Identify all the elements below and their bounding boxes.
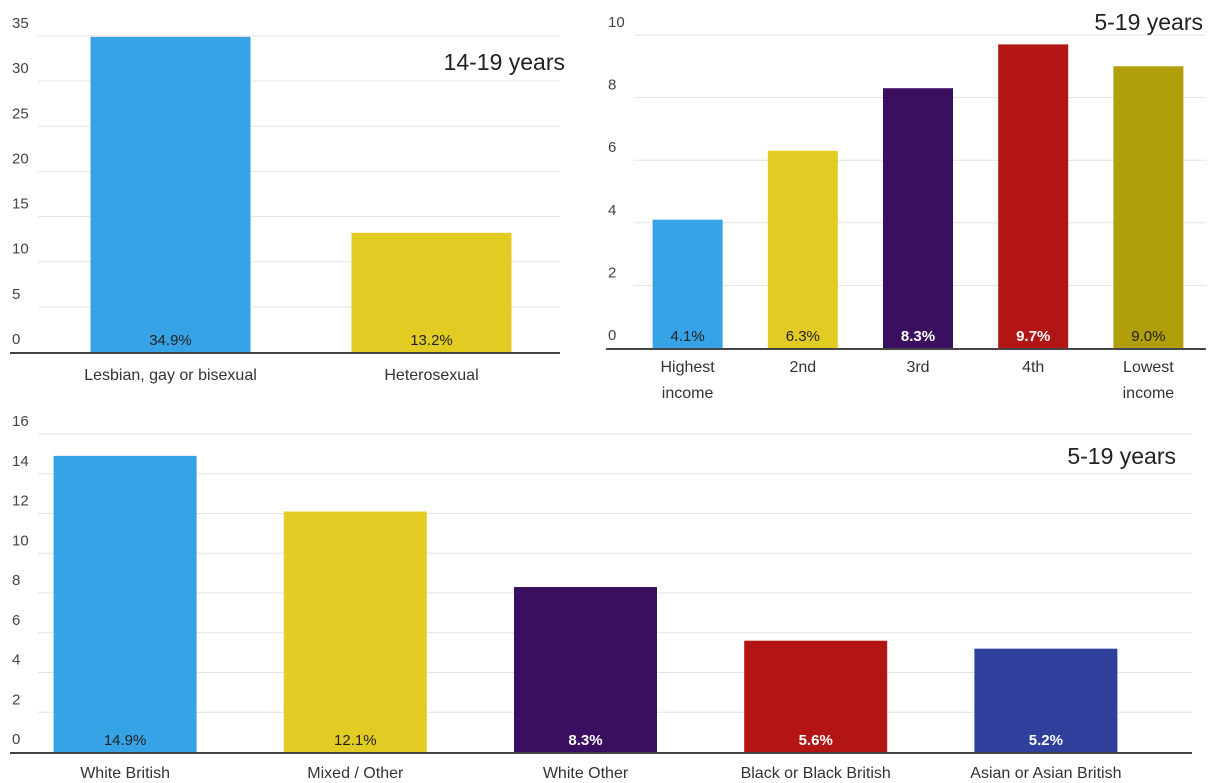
bar: [514, 587, 657, 752]
bar: [351, 232, 512, 352]
y-tick-label: 10: [608, 14, 625, 31]
y-tick-label: 15: [12, 196, 29, 213]
category-label: Lowest income: [1123, 359, 1175, 402]
y-tick-label: 35: [12, 15, 29, 32]
data-label: 9.7%: [1016, 328, 1050, 345]
chart-title: 5-19 years: [1094, 9, 1203, 35]
y-tick-label: 30: [12, 60, 29, 77]
bar: [53, 455, 197, 752]
category-label: Asian or Asian British: [970, 765, 1121, 782]
category-label: 2nd: [789, 359, 816, 376]
bar: [652, 219, 723, 348]
y-tick-label: 16: [12, 413, 29, 430]
y-tick-label: 10: [12, 532, 29, 549]
y-tick-label: 4: [12, 652, 20, 669]
y-tick-label: 2: [608, 264, 616, 281]
data-label: 14.9%: [104, 732, 147, 749]
y-tick-label: 5: [12, 286, 20, 303]
chart-income-panel: 0 2 4 6 8 10 4.1% Highest income 6.3% 2nd 8.3% 3rd 9.…: [606, 9, 1206, 402]
data-label: 4.1%: [670, 328, 704, 345]
chart-title: 5-19 years: [1067, 443, 1176, 469]
data-label: 13.2%: [410, 332, 453, 349]
y-tick-label: 10: [12, 241, 29, 258]
y-tick-label: 0: [12, 731, 20, 748]
y-tick-label: 8: [608, 77, 616, 94]
chart-orientation-panel: 0 5 10 15 20 25 30 35 34.9% Lesbian, gay or bisex…: [10, 15, 565, 384]
category-label: White Other: [543, 765, 629, 782]
category-label: Lesbian, gay or bisexual: [84, 367, 257, 384]
data-label: 5.6%: [799, 732, 833, 749]
y-tick-label: 25: [12, 105, 29, 122]
category-label: Mixed / Other: [307, 765, 404, 782]
y-tick-label: 8: [12, 572, 20, 589]
data-label: 5.2%: [1029, 732, 1063, 749]
y-tick-label: 12: [12, 493, 29, 510]
data-label: 8.3%: [568, 732, 602, 749]
category-label: 3rd: [906, 359, 929, 376]
bar: [767, 150, 838, 348]
y-tick-label: 0: [12, 331, 20, 348]
chart-title: 14-19 years: [444, 49, 565, 75]
category-label: Heterosexual: [384, 367, 478, 384]
bar: [974, 648, 1118, 752]
bar: [283, 511, 427, 752]
y-tick-label: 0: [608, 327, 616, 344]
category-label: 4th: [1022, 359, 1044, 376]
y-tick-label: 6: [12, 612, 20, 629]
y-tick-label: 6: [608, 139, 616, 156]
data-label: 6.3%: [786, 328, 820, 345]
chart-ethnicity-panel: 0 2 4 6 8 10 12 14 16 14.9% White British 12.1% Mixe…: [10, 413, 1192, 782]
bar: [883, 88, 953, 349]
bar: [90, 36, 251, 352]
bar: [998, 44, 1069, 348]
bar: [744, 640, 888, 752]
y-tick-label: 4: [608, 202, 616, 219]
data-label: 8.3%: [901, 328, 935, 345]
category-label: Black or Black British: [741, 765, 891, 782]
y-tick-label: 2: [12, 691, 20, 708]
data-label: 34.9%: [149, 332, 192, 349]
category-label: Highest income: [660, 359, 715, 402]
bar: [1113, 66, 1184, 349]
y-tick-label: 20: [12, 150, 29, 167]
y-tick-label: 14: [12, 453, 29, 470]
data-label: 12.1%: [334, 732, 377, 749]
data-label: 9.0%: [1131, 328, 1165, 345]
category-label: White British: [80, 765, 170, 782]
